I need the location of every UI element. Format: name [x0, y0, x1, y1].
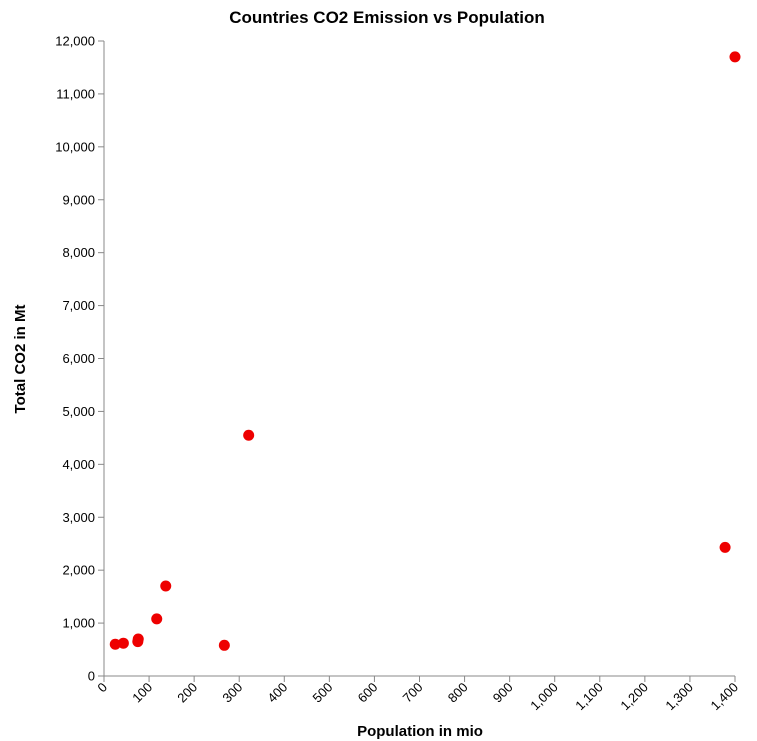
data-point[interactable]: [218, 639, 230, 651]
x-tick-label: 600: [355, 680, 381, 706]
data-point[interactable]: [109, 638, 121, 650]
y-tick-label: 6,000: [62, 351, 95, 366]
y-axis-title: Total CO2 in Mt: [12, 305, 29, 414]
data-point[interactable]: [160, 580, 172, 592]
x-tick-label: 300: [219, 680, 245, 706]
x-axis: 0 100 200 300 400 500 600 700 800 900 1,000 1,100 1,…: [94, 675, 742, 714]
x-tick-label: 100: [129, 680, 155, 706]
x-axis-title: Population in mio: [357, 723, 483, 740]
data-point[interactable]: [243, 429, 255, 441]
x-tick-label: 1,100: [572, 680, 606, 714]
y-tick-label: 12,000: [55, 34, 95, 49]
y-tick-label: 9,000: [62, 192, 95, 207]
x-tick-label: 900: [490, 680, 516, 706]
x-tick-label: 1,300: [662, 680, 696, 714]
y-tick-label: 5,000: [62, 404, 95, 419]
x-tick-label: 400: [264, 680, 290, 706]
data-point[interactable]: [151, 613, 163, 625]
y-tick-label: 2,000: [62, 563, 95, 578]
y-axis: 0 1,000 2,000 3,000 4,000 5,000 6,000 7,000 8,00…: [55, 34, 105, 684]
y-tick-label: 8,000: [62, 245, 95, 260]
y-tick-label: 7,000: [62, 298, 95, 313]
x-tick-label: 1,000: [527, 680, 561, 714]
x-tick-label: 700: [400, 680, 426, 706]
data-point[interactable]: [729, 51, 741, 63]
x-tick-label: 1,400: [708, 680, 742, 714]
x-tick-label: 1,200: [617, 680, 651, 714]
y-tick-label: 3,000: [62, 510, 95, 525]
x-tick-label: 200: [174, 680, 200, 706]
x-tick-label: 800: [445, 680, 471, 706]
data-point[interactable]: [132, 633, 144, 645]
data-point[interactable]: [117, 637, 129, 649]
x-tick-label: 500: [310, 680, 336, 706]
y-tick-label: 0: [88, 669, 95, 684]
data-points: [109, 51, 741, 651]
y-tick-label: 1,000: [62, 616, 95, 631]
x-tick-label: 0: [94, 680, 110, 696]
y-tick-label: 10,000: [55, 139, 95, 154]
data-point[interactable]: [719, 541, 731, 553]
y-tick-label: 4,000: [62, 457, 95, 472]
y-tick-label: 11,000: [56, 86, 95, 101]
chart-title: Countries CO2 Emission vs Population: [229, 8, 545, 27]
